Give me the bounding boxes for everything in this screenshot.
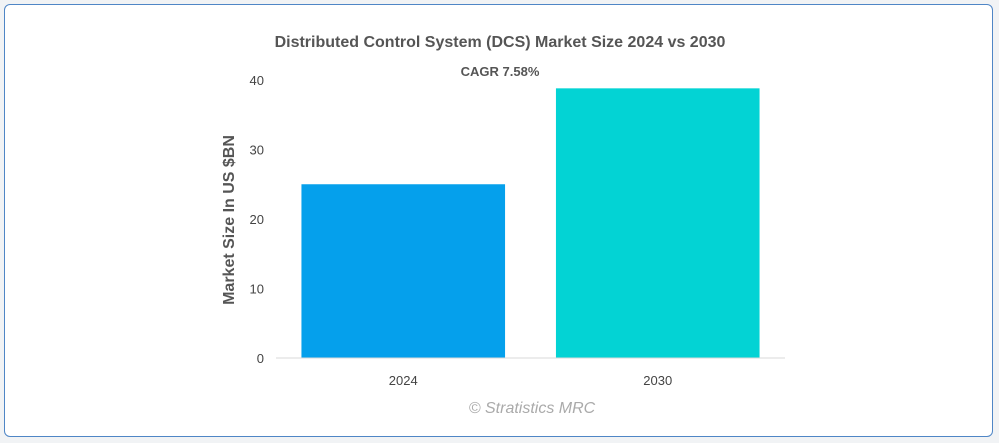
cagr-annotation: CAGR 7.58%: [461, 64, 540, 79]
y-tick-label: 0: [257, 351, 264, 366]
x-tick-label: 2030: [643, 373, 672, 388]
y-tick-label: 40: [250, 73, 264, 88]
bar-2024: [301, 184, 506, 358]
y-tick-label: 20: [250, 212, 264, 227]
watermark-text: © Stratistics MRC: [469, 400, 596, 417]
y-axis-label: Market Size In US $BN: [221, 135, 238, 305]
y-axis-ticks: 0 10 20 30 40: [250, 73, 264, 366]
x-axis-ticks: 2024 2030: [389, 373, 672, 388]
bar-2030: [555, 88, 760, 358]
bars-group: [301, 88, 760, 358]
y-tick-label: 30: [250, 143, 264, 158]
chart-title: Distributed Control System (DCS) Market …: [275, 34, 726, 51]
y-tick-label: 10: [250, 282, 264, 297]
x-tick-label: 2024: [389, 373, 418, 388]
